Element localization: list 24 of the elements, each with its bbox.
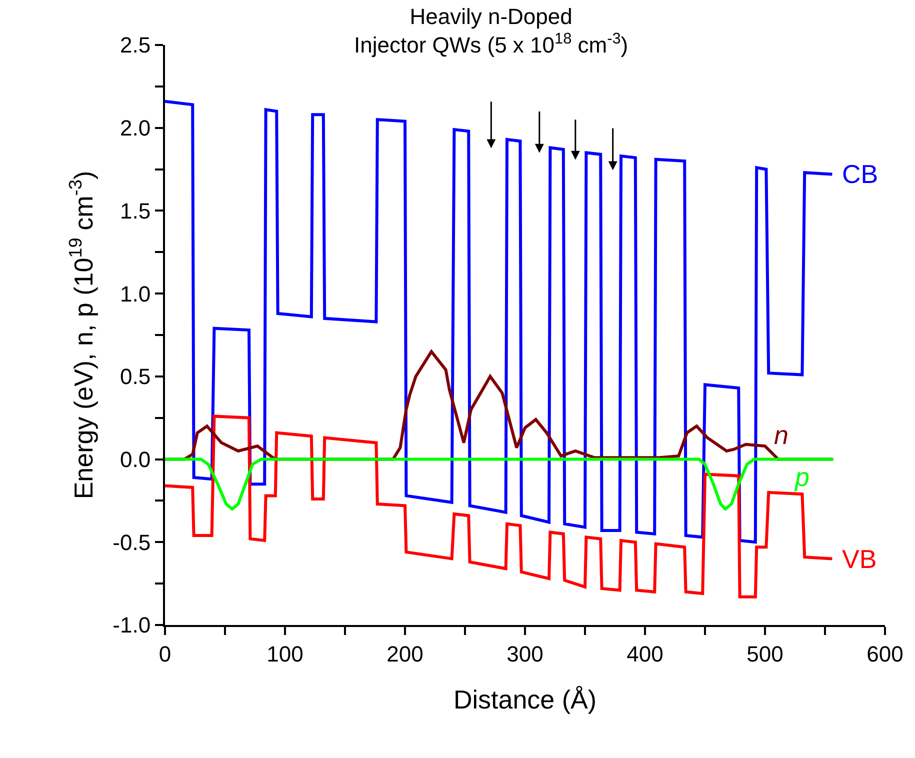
- x-tick-label: 300: [506, 641, 544, 666]
- annotation: Heavily n-Doped Injector QWs (5 x 10$^{18}$ cm$^{-3}$): [354, 4, 628, 58]
- y-tick-label: 2.0: [120, 116, 151, 141]
- line-series: [165, 100, 834, 544]
- y-tick-label: 1.5: [120, 198, 151, 224]
- y-tick-label: -1.0: [112, 612, 151, 638]
- x-tick-label: 0: [158, 641, 172, 666]
- line-series: [165, 458, 835, 510]
- line-series: [165, 414, 834, 598]
- y-tick-label: 0.5: [120, 364, 151, 390]
- x-tick-label: 100: [266, 641, 304, 666]
- x-tick-label: 500: [746, 641, 784, 666]
- y-tick-label: 1.0: [120, 281, 151, 306]
- x-tick-label: 200: [386, 641, 424, 666]
- series-label: n: [774, 420, 788, 450]
- y-tick-label: 2.5: [120, 32, 151, 58]
- x-tick-label: 400: [626, 641, 664, 666]
- series-label: CB: [842, 159, 878, 189]
- y-tick-label: -0.5: [112, 530, 151, 555]
- y-tick-label: 0.0: [120, 446, 151, 472]
- series-label: VB: [842, 544, 877, 574]
- series-label: p: [794, 462, 810, 492]
- x-tick-label: 600: [866, 641, 904, 666]
- x-axis-title: Distance (Å): [453, 684, 597, 715]
